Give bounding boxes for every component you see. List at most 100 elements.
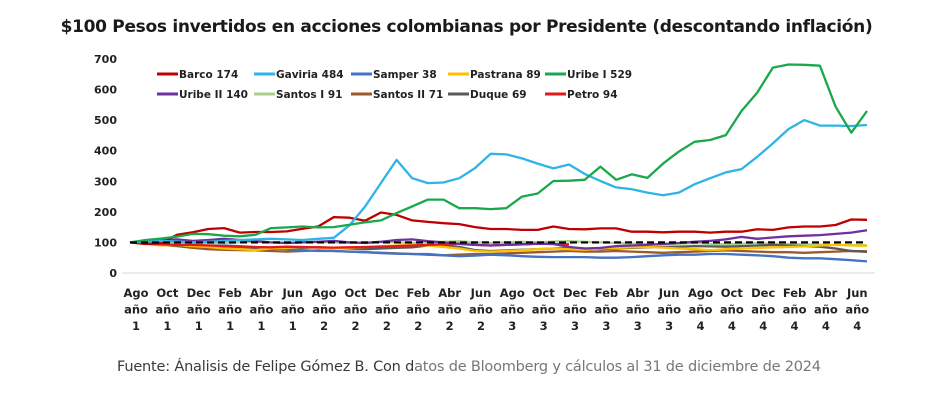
y-axis: 0 100 200 300 400 500 600 700: [94, 53, 117, 280]
x-tick-label: 1: [163, 319, 171, 333]
x-tick-label: año: [375, 303, 399, 317]
x-tick-label: 4: [696, 319, 704, 333]
x-tick-label: año: [155, 303, 179, 317]
x-tick-label: 1: [257, 319, 265, 333]
x-tick-label: 2: [383, 319, 391, 333]
legend-item: Petro 94: [545, 89, 618, 101]
x-tick-label: 2: [320, 319, 328, 333]
x-tick-label: 4: [853, 319, 861, 333]
x-tick-label: 4: [728, 319, 736, 333]
y-tick-label: 700: [94, 53, 117, 66]
legend-label: Samper 38: [373, 69, 437, 81]
x-tick-label: 1: [226, 319, 234, 333]
legend-label: Santos II 71: [373, 89, 443, 101]
legend-item: Santos I 91: [254, 89, 342, 101]
legend-label: Pastrana 89: [470, 69, 541, 81]
x-tick-label: 1: [195, 319, 203, 333]
x-tick-label: Oct: [533, 286, 556, 300]
x-tick-label: año: [626, 303, 650, 317]
legend: Barco 174 Gaviria 484 Samper 38 Pastrana 89…: [157, 69, 632, 101]
x-tick-label: 4: [759, 319, 767, 333]
legend-item: Gaviria 484: [254, 69, 344, 81]
x-tick-label: Abr: [250, 286, 273, 300]
legend-item: Uribe I 529: [545, 69, 632, 81]
x-tick-label: Feb: [783, 286, 806, 300]
legend-item: Santos II 71: [351, 89, 443, 101]
x-tick-label: año: [469, 303, 493, 317]
x-tick-label: año: [751, 303, 775, 317]
x-tick-label: Dec: [375, 286, 399, 300]
x-tick-label: Ago: [312, 286, 337, 300]
series-line-pastrana-89: [129, 241, 868, 253]
x-tick-label: año: [406, 303, 430, 317]
x-tick-label: año: [532, 303, 556, 317]
x-tick-label: 2: [477, 319, 485, 333]
x-tick-label: Oct: [721, 286, 744, 300]
x-tick-label: Jun: [658, 286, 680, 300]
x-tick-label: año: [438, 303, 462, 317]
y-tick-label: 100: [94, 236, 117, 249]
x-tick-label: Abr: [815, 286, 838, 300]
series-line-barco-174: [129, 211, 868, 246]
source-note: Fuente: Ánalisis de Felipe Gómez B. Con …: [117, 359, 821, 375]
x-tick-label: año: [594, 303, 618, 317]
x-tick-label: 2: [446, 319, 454, 333]
legend-label: Santos I 91: [276, 89, 342, 101]
y-tick-label: 0: [109, 267, 117, 280]
x-tick-label: Feb: [218, 286, 241, 300]
x-tick-label: Feb: [595, 286, 618, 300]
legend-item: Barco 174: [157, 69, 238, 81]
x-tick-label: Jun: [470, 286, 492, 300]
x-tick-label: Jun: [846, 286, 868, 300]
series-line-gaviria-484: [129, 118, 868, 244]
x-tick-label: año: [187, 303, 211, 317]
x-tick-label: Oct: [344, 286, 367, 300]
y-tick-label: 400: [94, 145, 117, 158]
series-line-uribe-ii-140: [129, 229, 868, 250]
series-lines: [129, 63, 868, 263]
x-tick-label: Ago: [688, 286, 713, 300]
x-tick-label: 4: [791, 319, 799, 333]
x-tick-label: Jun: [281, 286, 303, 300]
x-tick-label: 3: [508, 319, 516, 333]
y-tick-label: 200: [94, 206, 117, 219]
source-text-faded: atos de Bloomberg y cálculos al 31 de di…: [414, 359, 821, 375]
legend-label: Uribe II 140: [179, 89, 248, 101]
x-tick-label: 2: [414, 319, 422, 333]
x-tick-label: Abr: [626, 286, 649, 300]
x-tick-label: año: [783, 303, 807, 317]
x-tick-label: Abr: [438, 286, 461, 300]
legend-label: Duque 69: [470, 89, 527, 101]
legend-item: Uribe II 140: [157, 89, 248, 101]
x-tick-label: año: [500, 303, 524, 317]
y-tick-label: 300: [94, 175, 117, 188]
x-tick-label: Dec: [563, 286, 587, 300]
x-tick-label: año: [845, 303, 869, 317]
x-tick-label: año: [250, 303, 274, 317]
x-tick-label: Feb: [407, 286, 430, 300]
x-tick-label: año: [814, 303, 838, 317]
source-text: Fuente: Ánalisis de Felipe Gómez B. Con …: [117, 359, 415, 375]
x-tick-label: 3: [602, 319, 610, 333]
x-tick-label: Ago: [500, 286, 525, 300]
x-tick-label: 3: [571, 319, 579, 333]
x-axis: Agoaño1Octaño1Decaño1Febaño1Abraño1Junañ…: [122, 272, 875, 333]
x-tick-label: año: [218, 303, 242, 317]
legend-label: Uribe I 529: [567, 69, 632, 81]
legend-label: Gaviria 484: [276, 69, 344, 81]
x-tick-label: 2: [352, 319, 360, 333]
x-tick-label: 1: [132, 319, 140, 333]
x-tick-label: 3: [540, 319, 548, 333]
x-tick-label: Oct: [156, 286, 179, 300]
series-line-uribe-i-529: [129, 63, 868, 244]
y-tick-label: 500: [94, 114, 117, 127]
x-tick-label: año: [563, 303, 587, 317]
x-tick-label: 1: [289, 319, 297, 333]
x-tick-label: año: [124, 303, 148, 317]
legend-item: Duque 69: [448, 89, 527, 101]
legend-label: Barco 174: [179, 69, 238, 81]
x-tick-label: Dec: [187, 286, 211, 300]
x-tick-label: Dec: [751, 286, 775, 300]
x-tick-label: año: [657, 303, 681, 317]
